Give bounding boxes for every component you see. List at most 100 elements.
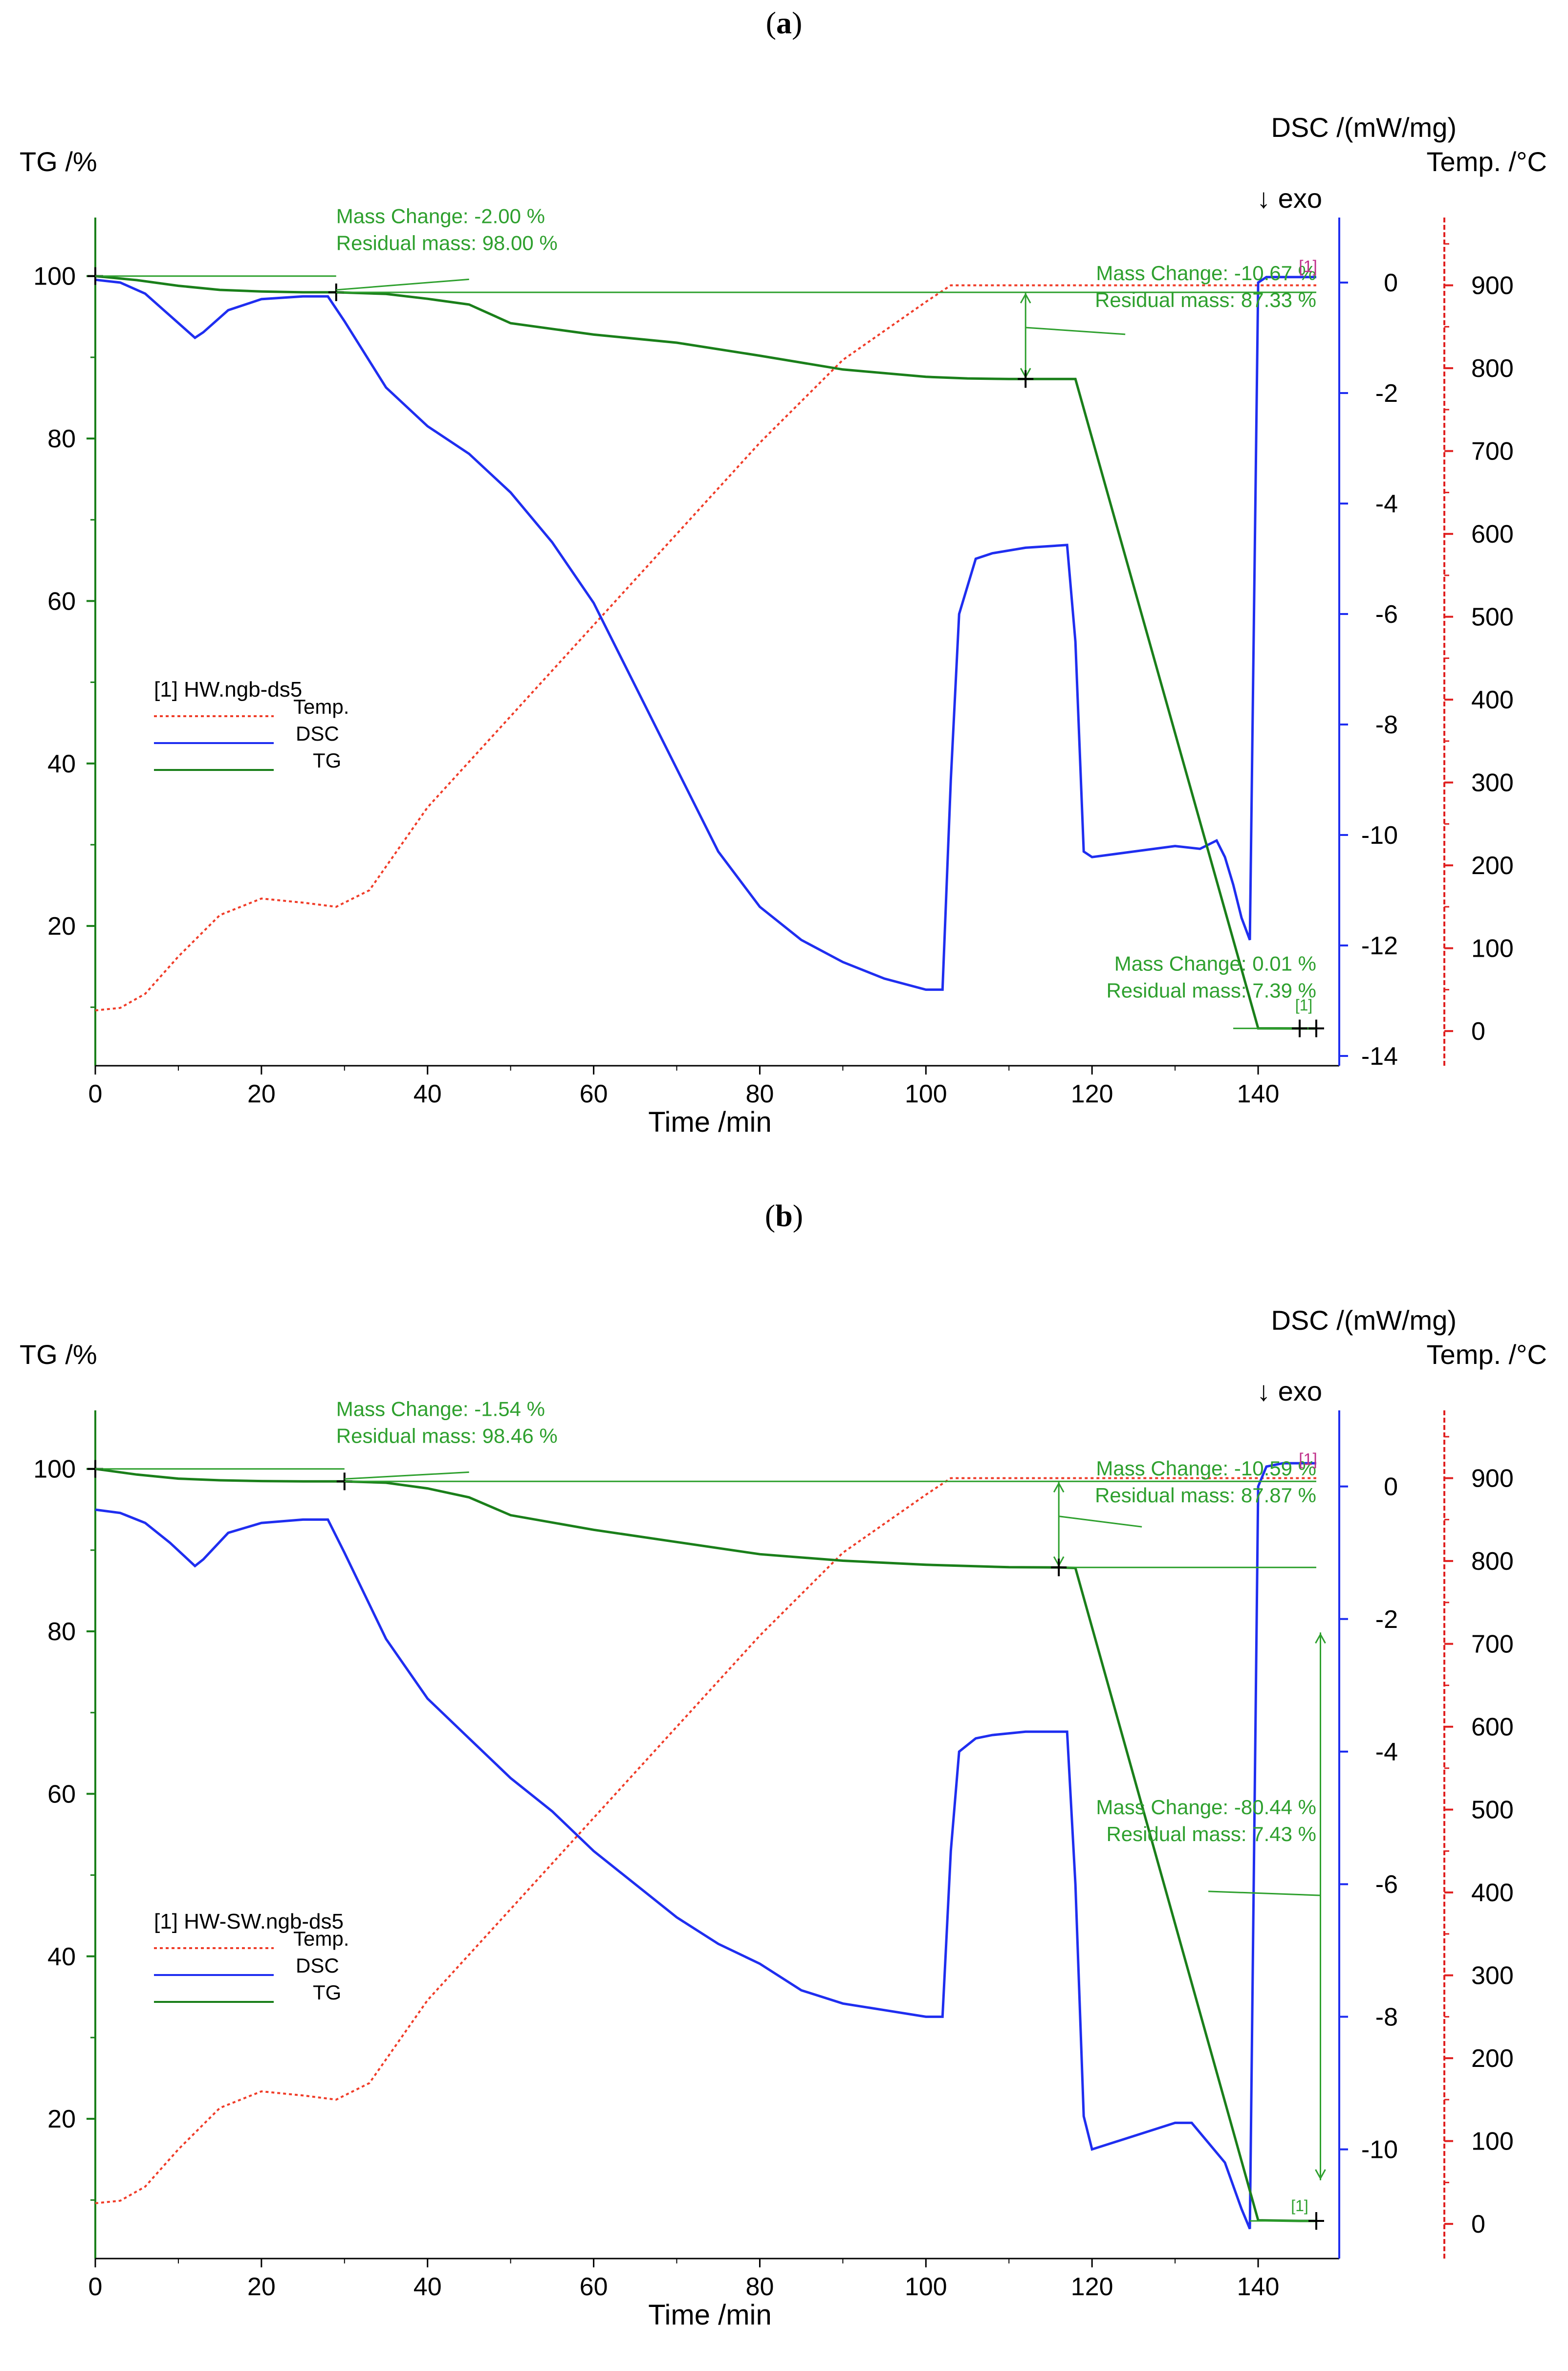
x-tick-label: 60 <box>580 1080 608 1108</box>
annotation-1-leader <box>1025 327 1126 335</box>
x-tick-label: 40 <box>414 1080 442 1108</box>
x-axis-title: Time /min <box>648 1106 771 1138</box>
curve-tag-top: [1] <box>1299 257 1317 276</box>
dsc-tick-label: -6 <box>1375 600 1398 629</box>
y-axis-temp-title: Temp. /°C <box>1427 1339 1547 1370</box>
annotation-2-line1: Mass Change: -80.44 % <box>1096 1796 1316 1819</box>
dsc-tick-label: -6 <box>1375 1870 1398 1899</box>
annotation-1-line1: Mass Change: -10.67 % <box>1096 262 1316 285</box>
y-axis-dsc-title: DSC /(mW/mg) <box>1271 1305 1457 1336</box>
tg-tick-label: 80 <box>47 1618 76 1646</box>
x-tick-label: 60 <box>580 2273 608 2301</box>
tg-series-line <box>95 275 1316 1030</box>
temp-tick-label: 400 <box>1471 1879 1514 1907</box>
annotation-1-arrowhead <box>1053 1482 1065 1493</box>
chart-panel-a: TG /% DSC /(mW/mg)Temp. /°C ↓ exo Time /min… <box>20 112 1547 1138</box>
x-tick-label: 120 <box>1071 1080 1113 1108</box>
temp-tick-label: 900 <box>1471 1465 1514 1493</box>
x-tick-label: 20 <box>247 2273 276 2301</box>
annotation-0-leader <box>336 278 469 291</box>
dsc-tick-label: -2 <box>1375 1605 1398 1634</box>
legend-dsc-label: DSC <box>296 1954 339 1977</box>
annotation-1-arrowhead <box>1020 292 1031 304</box>
legend-tg-label: TG <box>313 1981 341 2004</box>
x-tick-label: 140 <box>1237 1080 1280 1108</box>
legend-tg-label: TG <box>313 749 341 772</box>
dsc-series-line <box>95 276 1316 991</box>
annotation-0-line2: Residual mass: 98.00 % <box>336 232 558 255</box>
annotation-0-leader <box>344 1471 469 1480</box>
temp-series-line <box>95 284 1316 1011</box>
x-tick-label: 0 <box>88 2273 103 2301</box>
dsc-tick-label: -10 <box>1361 2136 1398 2164</box>
temp-tick-label: 0 <box>1471 2210 1485 2239</box>
temp-tick-label: 300 <box>1471 1962 1514 1990</box>
exo-indicator: ↓ exo <box>1257 1376 1322 1406</box>
annotation-2-line2: Residual mass: 7.43 % <box>1106 1822 1316 1845</box>
dsc-tick-label: -14 <box>1361 1042 1398 1071</box>
x-tick-label: 0 <box>88 1080 103 1108</box>
y-axis-left-title: TG /% <box>20 146 97 177</box>
annotation-0-line2: Residual mass: 98.46 % <box>336 1425 558 1448</box>
x-tick-label: 20 <box>247 1080 276 1108</box>
annotation-1-leader <box>1059 1515 1142 1528</box>
dsc-tick-label: -4 <box>1375 490 1398 518</box>
dsc-tick-label: -4 <box>1375 1738 1398 1766</box>
legend-title: [1] HW.ngb-ds5 <box>154 678 302 702</box>
tg-tick-label: 40 <box>47 750 76 778</box>
temp-tick-label: 500 <box>1471 1796 1514 1824</box>
temp-tick-label: 500 <box>1471 603 1514 632</box>
tg-tick-label: 60 <box>47 1780 76 1808</box>
x-tick-label: 80 <box>746 2273 774 2301</box>
temp-tick-label: 400 <box>1471 686 1514 714</box>
x-tick-label: 100 <box>905 1080 947 1108</box>
temp-tick-label: 600 <box>1471 1713 1514 1741</box>
temp-tick-label: 700 <box>1471 438 1514 466</box>
panel-label-b: (b) <box>764 1198 804 1233</box>
panel-label-a: (a) <box>765 5 803 40</box>
y-axis-temp-title: Temp. /°C <box>1427 146 1547 177</box>
x-axis-title: Time /min <box>648 2299 771 2331</box>
dsc-tick-label: -8 <box>1375 2003 1398 2031</box>
temp-tick-label: 800 <box>1471 354 1514 383</box>
dsc-tick-label: -10 <box>1361 821 1398 850</box>
dsc-tick-label: 0 <box>1384 269 1398 297</box>
tg-tick-label: 80 <box>47 425 76 453</box>
temp-tick-label: 100 <box>1471 935 1514 963</box>
annotation-0-line1: Mass Change: -1.54 % <box>336 1398 545 1421</box>
dsc-series-line <box>95 1462 1316 2230</box>
curve-tag-bottom: [1] <box>1295 996 1313 1014</box>
temp-tick-label: 800 <box>1471 1547 1514 1576</box>
x-tick-label: 140 <box>1237 2273 1280 2301</box>
dsc-tick-label: -2 <box>1375 379 1398 408</box>
annotation-1-line2: Residual mass: 87.87 % <box>1095 1484 1316 1507</box>
temp-tick-label: 700 <box>1471 1630 1514 1659</box>
annotation-2-line1: Mass Change: 0.01 % <box>1114 952 1316 975</box>
temp-tick-label: 200 <box>1471 852 1514 880</box>
curve-tag-top: [1] <box>1299 1450 1317 1469</box>
tg-tick-label: 40 <box>47 1943 76 1971</box>
temp-tick-label: 900 <box>1471 272 1514 300</box>
tg-tick-label: 20 <box>47 2105 76 2133</box>
legend-temp-label: Temp. <box>293 695 349 718</box>
x-tick-label: 80 <box>746 1080 774 1108</box>
temp-tick-label: 100 <box>1471 2128 1514 2156</box>
y-axis-dsc-title: DSC /(mW/mg) <box>1271 112 1457 143</box>
tg-tick-label: 100 <box>33 1455 76 1484</box>
legend-title: [1] HW-SW.ngb-ds5 <box>154 1910 344 1933</box>
dsc-tick-label: 0 <box>1384 1473 1398 1501</box>
dsc-tick-label: -12 <box>1361 932 1398 960</box>
y-axis-left-title: TG /% <box>20 1339 97 1370</box>
tg-tick-label: 60 <box>47 587 76 615</box>
temp-tick-label: 600 <box>1471 520 1514 549</box>
tg-tick-label: 20 <box>47 912 76 941</box>
annotation-2-line2: Residual mass: 7.39 % <box>1106 979 1316 1002</box>
legend-temp-label: Temp. <box>293 1927 349 1950</box>
x-tick-label: 100 <box>905 2273 947 2301</box>
tg-tick-label: 100 <box>33 263 76 291</box>
temp-tick-label: 0 <box>1471 1017 1485 1046</box>
annotation-1-line2: Residual mass: 87.33 % <box>1095 288 1316 311</box>
temp-tick-label: 200 <box>1471 2044 1514 2073</box>
temp-tick-label: 300 <box>1471 769 1514 797</box>
curve-tag-bottom: [1] <box>1291 2197 1308 2215</box>
